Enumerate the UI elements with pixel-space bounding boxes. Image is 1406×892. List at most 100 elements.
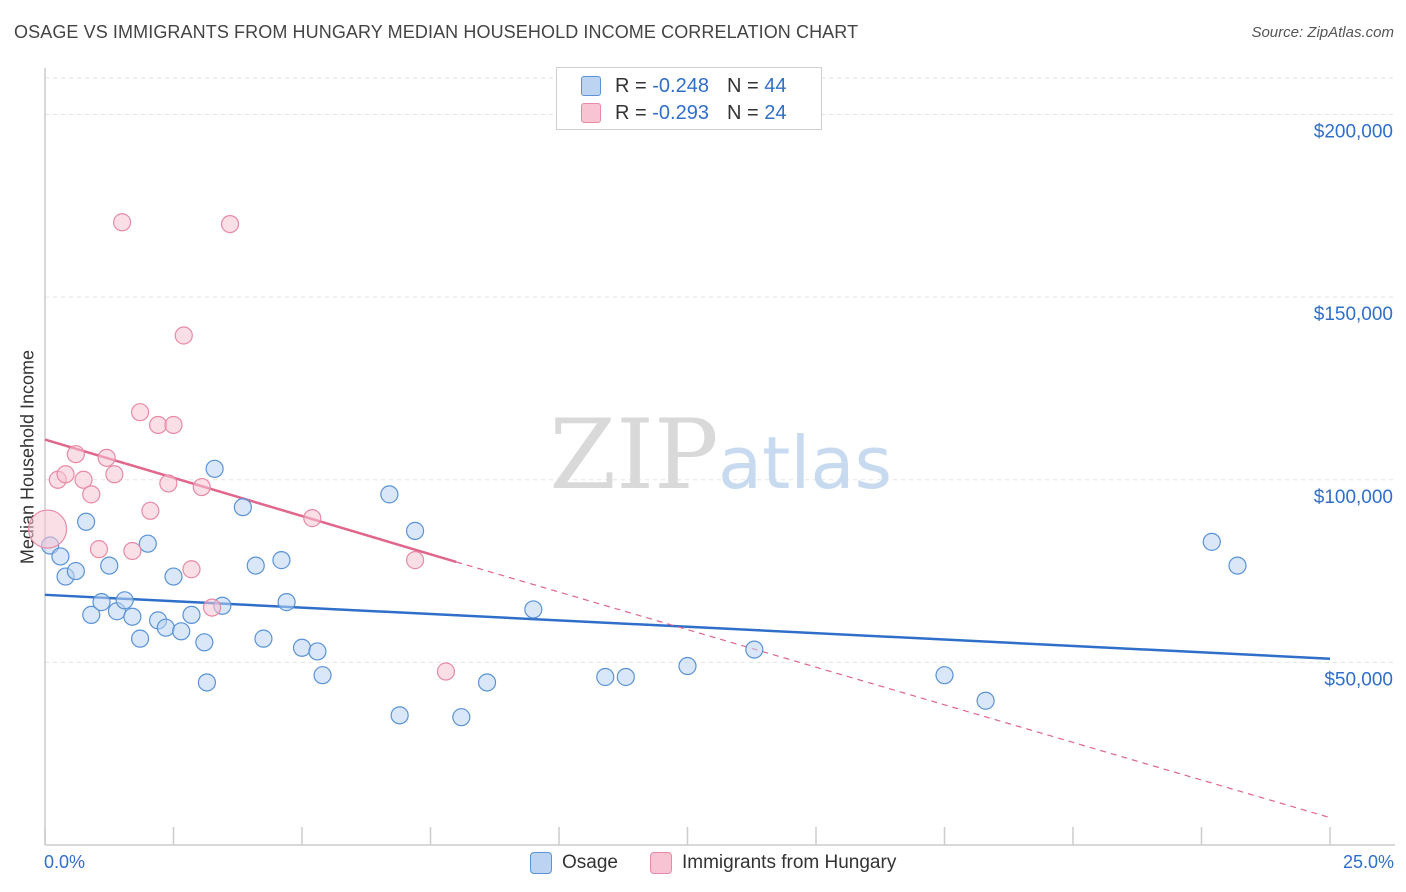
hungary-swatch — [649, 852, 672, 874]
osage-point — [616, 667, 635, 687]
hungary-point — [159, 474, 178, 493]
hungary-point — [192, 477, 211, 497]
osage-point — [138, 534, 157, 553]
osage-point — [66, 561, 85, 581]
osage-point — [405, 521, 425, 540]
hungary-point — [182, 560, 201, 579]
hungary-point — [27, 509, 68, 549]
n-value-hungary: 24 — [764, 101, 787, 124]
legend-row-osage: R = -0.248 N = 44 — [581, 73, 786, 99]
osage-point — [92, 593, 111, 612]
osage-trend-line — [44, 593, 1331, 660]
hungary-point — [74, 470, 93, 489]
hungary-point — [82, 485, 101, 504]
hungary-point — [405, 551, 425, 570]
osage-point — [246, 556, 265, 575]
legend-item-osage[interactable]: Osage — [530, 852, 618, 874]
n-label: N = — [726, 101, 759, 124]
osage-point — [115, 591, 134, 610]
osage-point — [205, 459, 224, 478]
hungary-point — [174, 326, 193, 345]
r-label: R = — [615, 74, 647, 97]
osage-point — [452, 708, 471, 727]
osage-point — [390, 706, 409, 725]
hungary-point — [436, 662, 456, 681]
hungary-point — [130, 403, 150, 422]
osage-point — [1202, 532, 1221, 551]
osage-point — [596, 667, 615, 687]
r-value-hungary: -0.293 — [652, 101, 709, 124]
osage-point — [277, 593, 296, 612]
osage-point — [182, 605, 201, 625]
hungary-point — [220, 214, 240, 234]
osage-point — [524, 600, 543, 619]
osage-point — [678, 656, 697, 676]
watermark-atlas: atlas — [718, 421, 892, 505]
hungary-swatch — [581, 103, 601, 123]
hungary-point — [105, 465, 124, 484]
watermark-zip: ZIP — [549, 399, 718, 511]
osage-point — [380, 485, 399, 504]
osage-point — [51, 547, 70, 566]
osage-swatch — [530, 852, 552, 874]
y-tick-label: $50,000 — [1324, 669, 1393, 690]
osage-point — [292, 638, 312, 657]
osage-point — [745, 640, 764, 659]
legend-row-hungary: R = -0.293 N = 24 — [581, 100, 786, 126]
x-tick-label-max: 25.0% — [1342, 852, 1394, 872]
legend-label-osage: Osage — [562, 852, 618, 873]
grid-lines — [45, 77, 1395, 663]
hungary-point — [202, 598, 222, 617]
x-tick-label-min: 0.0% — [44, 852, 86, 872]
y-tick-labels: $50,000 $100,000 $150,000 $200,000 — [1314, 122, 1393, 691]
osage-point — [195, 633, 214, 652]
osage-point — [308, 642, 327, 661]
osage-point — [1228, 556, 1247, 575]
osage-point — [976, 691, 995, 710]
hungary-point — [112, 213, 132, 232]
legend-item-hungary[interactable]: Immigrants from Hungary — [649, 852, 897, 874]
osage-point — [130, 629, 150, 648]
stats-legend: R = -0.248 N = 44 R = -0.293 N = 24 — [556, 67, 822, 130]
osage-point — [100, 556, 119, 575]
n-value-osage: 44 — [764, 74, 787, 97]
osage-point — [935, 666, 954, 685]
hungary-point — [164, 415, 183, 435]
y-tick-label: $150,000 — [1314, 304, 1393, 325]
osage-point — [164, 567, 183, 586]
hungary-point — [141, 501, 160, 520]
osage-point — [313, 666, 332, 685]
osage-swatch — [581, 76, 601, 96]
osage-point — [77, 512, 96, 531]
hungary-point — [303, 509, 322, 528]
osage-point — [477, 673, 497, 692]
watermark: ZIP atlas — [549, 399, 892, 511]
data-points — [27, 213, 1247, 727]
n-label: N = — [726, 74, 759, 97]
series-legend: Osage Immigrants from Hungary — [530, 852, 928, 874]
osage-point — [156, 618, 175, 637]
hungary-point — [97, 448, 116, 467]
hungary-trend-extension — [456, 561, 1331, 819]
y-tick-label: $200,000 — [1314, 122, 1393, 143]
hungary-point — [148, 415, 168, 435]
hungary-point — [123, 541, 142, 561]
axes — [44, 68, 1395, 846]
chart-title: OSAGE VS IMMIGRANTS FROM HUNGARY MEDIAN … — [14, 22, 859, 42]
hungary-point — [89, 540, 109, 559]
osage-point — [82, 605, 101, 625]
r-label: R = — [615, 101, 647, 124]
chart-source: Source: ZipAtlas.com — [1251, 24, 1394, 41]
hungary-point — [66, 445, 85, 464]
osage-point — [123, 607, 142, 626]
r-value-osage: -0.248 — [652, 74, 709, 97]
legend-label-hungary: Immigrants from Hungary — [681, 852, 897, 873]
osage-point — [233, 498, 252, 517]
y-tick-label: $100,000 — [1314, 487, 1393, 508]
osage-point — [254, 629, 273, 648]
osage-point — [197, 673, 217, 692]
osage-point — [172, 622, 191, 641]
hungary-point — [56, 465, 75, 484]
osage-point — [272, 551, 291, 570]
